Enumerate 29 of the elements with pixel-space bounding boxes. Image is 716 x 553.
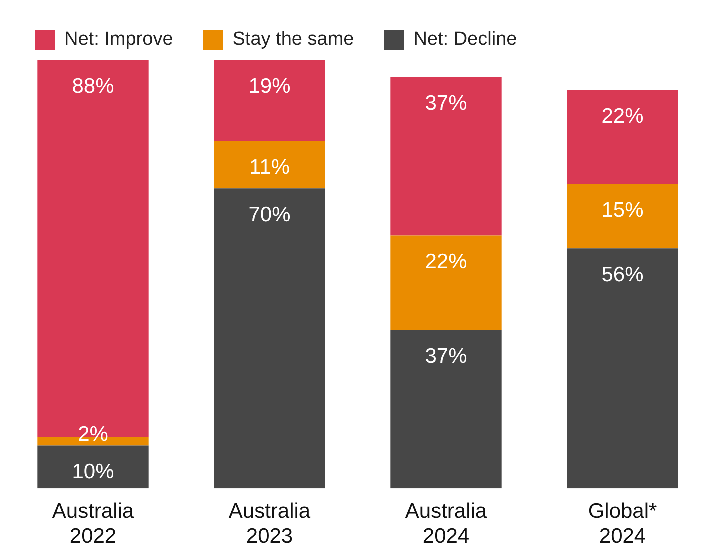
data-label: 22% [602, 104, 644, 128]
bar [214, 141, 326, 189]
bar [567, 184, 678, 249]
legend-label: Stay the same [232, 29, 354, 50]
x-tick-label: Australia 2024 [405, 500, 488, 548]
x-tick-label: Global* 2024 [588, 500, 658, 548]
x-tick-label: Australia 2023 [228, 500, 311, 548]
bar [390, 236, 502, 330]
data-label: 10% [72, 460, 114, 484]
x-tick-label: Australia 2022 [52, 500, 134, 548]
data-label: 56% [602, 263, 644, 286]
data-label: 11% [250, 156, 290, 180]
data-label: 2% [78, 422, 108, 446]
bar [390, 330, 502, 489]
legend-label: Net: Decline [414, 29, 518, 50]
bar [567, 248, 678, 489]
data-label: 70% [248, 203, 291, 226]
bar [390, 77, 502, 236]
bar [214, 60, 326, 142]
data-label: 37% [425, 344, 468, 368]
data-label: 15% [602, 199, 644, 222]
data-label: 88% [72, 74, 114, 98]
legend-label: Net: Improve [64, 29, 174, 50]
data-label: 22% [425, 250, 468, 274]
bar [214, 188, 326, 489]
data-label: 19% [248, 74, 291, 98]
bar [38, 446, 149, 489]
data-label: 37% [425, 92, 468, 115]
bar [567, 90, 678, 184]
